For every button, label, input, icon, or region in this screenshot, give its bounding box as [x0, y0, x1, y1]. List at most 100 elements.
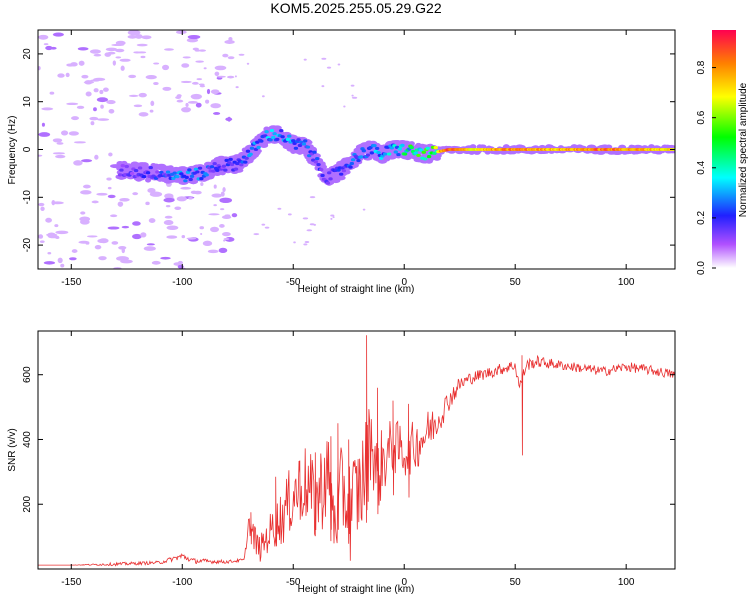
signal-cell [365, 153, 371, 157]
noise-speckle [111, 241, 119, 245]
noise-speckle [153, 81, 159, 86]
noise-speckle [177, 264, 184, 269]
noise-speckle [303, 243, 308, 246]
noise-speckle [70, 62, 78, 67]
noise-speckle [60, 130, 69, 136]
noise-speckle [211, 193, 223, 198]
signal-cell [409, 145, 414, 150]
noise-speckle [108, 152, 113, 157]
signal-cell [287, 134, 292, 138]
signal-halo [403, 155, 412, 161]
noise-speckle [166, 225, 179, 230]
noise-speckle [350, 84, 355, 87]
signal-cell [212, 161, 217, 166]
signal-cell [197, 166, 203, 170]
snr-y-label: SNR (v/v) [7, 428, 18, 471]
noise-speckle [195, 102, 202, 108]
noise-speckle [76, 105, 85, 109]
noise-speckle [40, 206, 45, 212]
noise-speckle [80, 190, 92, 195]
noise-speckle [362, 208, 366, 211]
x-tick-label: 50 [510, 577, 522, 588]
noise-speckle [326, 66, 332, 69]
noise-speckle [185, 102, 189, 108]
noise-speckle [160, 256, 171, 260]
colorbar-tick-label: 0.6 [696, 110, 707, 124]
noise-speckle [103, 87, 109, 92]
noise-speckle [134, 34, 143, 39]
noise-speckle [99, 89, 104, 95]
noise-speckle [187, 101, 198, 104]
noise-speckle [224, 214, 231, 217]
signal-cell [432, 151, 437, 155]
noise-speckle [100, 104, 104, 109]
signal-cell [233, 167, 239, 171]
spectrogram-x-label: Height of straight line (km) [298, 284, 415, 295]
signal-cell [259, 139, 264, 143]
x-tick-label: 100 [618, 277, 635, 288]
noise-speckle [214, 65, 227, 71]
signal-cell [215, 168, 220, 172]
noise-speckle [82, 184, 91, 189]
noise-speckle [51, 201, 64, 205]
noise-speckle [83, 81, 95, 84]
signal-cell [382, 152, 388, 156]
noise-speckle [149, 109, 154, 113]
noise-speckle [231, 213, 238, 218]
noise-speckle [132, 221, 141, 226]
noise-speckle [136, 43, 148, 47]
noise-speckle [162, 86, 172, 91]
noise-speckle [253, 233, 260, 236]
noise-speckle [80, 219, 90, 225]
noise-speckle [224, 40, 235, 44]
noise-speckle [41, 122, 45, 127]
noise-speckle [143, 246, 156, 251]
noise-speckle [246, 62, 250, 65]
signal-cell [117, 173, 123, 177]
signal-cell [239, 163, 244, 167]
signal-cell [255, 140, 260, 144]
noise-speckle [119, 58, 131, 62]
noise-speckle [93, 107, 97, 112]
noise-speckle [207, 249, 219, 254]
signal-cell [358, 155, 364, 159]
snr-panel: -150 -100 -50 0 50 100 200 400 600 Height of st… [7, 330, 676, 595]
noise-speckle [351, 94, 354, 97]
signal-cell [402, 152, 408, 156]
signal-cell [188, 177, 193, 182]
noise-speckle [227, 75, 235, 79]
colorbar-gradient [712, 30, 736, 268]
noise-speckle [148, 218, 156, 223]
x-tick-label: -150 [61, 577, 81, 588]
signal-cell [400, 143, 405, 147]
signal-cell [171, 176, 176, 180]
noise-speckle [303, 58, 307, 61]
noise-speckle [77, 47, 89, 51]
noise-speckle [213, 112, 221, 115]
noise-speckle [330, 214, 335, 217]
x-tick-label: 50 [510, 277, 522, 288]
noise-speckle [190, 93, 203, 100]
signal-cell [341, 169, 347, 173]
signal-cell [183, 179, 188, 183]
x-tick-label: -50 [286, 577, 301, 588]
signal-cell [209, 165, 215, 169]
noise-speckle [213, 184, 217, 189]
noise-speckle [68, 131, 79, 136]
noise-speckle [182, 56, 191, 59]
y-tick-label: -20 [22, 237, 33, 252]
noise-speckle [89, 49, 101, 54]
noise-speckle [219, 197, 233, 204]
signal-cell [396, 152, 401, 157]
noise-speckle [52, 32, 64, 37]
spectrogram-y-ticks: -20 -10 0 10 20 [22, 48, 675, 252]
noise-speckle [176, 196, 187, 202]
signal-cell [368, 146, 373, 150]
noise-speckle [96, 97, 109, 103]
noise-speckle [38, 154, 43, 157]
noise-speckle [120, 65, 125, 71]
x-tick-label: 100 [618, 577, 635, 588]
signal-cell [393, 150, 398, 154]
noise-speckle [97, 118, 110, 121]
